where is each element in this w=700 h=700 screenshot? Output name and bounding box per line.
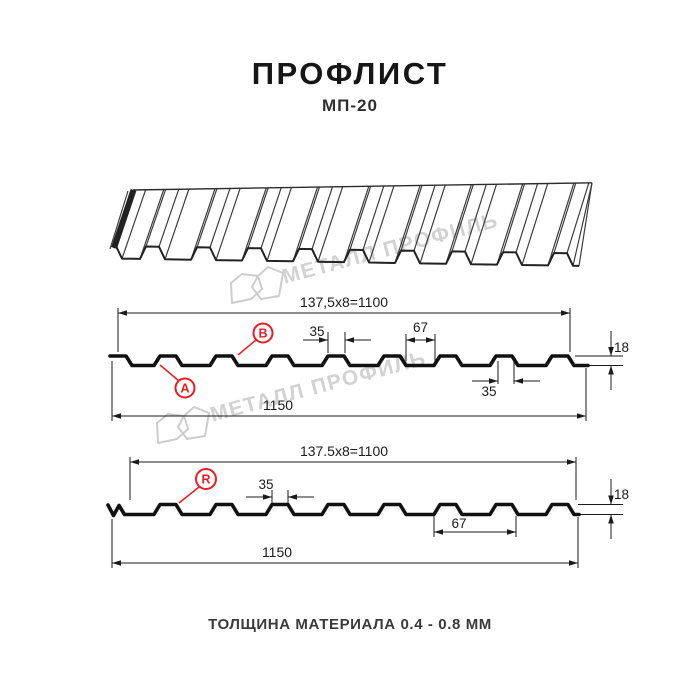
fold-edge <box>451 184 474 252</box>
dimension-arrowhead <box>507 529 516 535</box>
dimension-arrowhead <box>514 378 523 384</box>
dimension-arrowhead <box>426 337 435 343</box>
fold-edge <box>496 183 524 265</box>
fold-edge <box>362 185 385 251</box>
dimension-arrowhead <box>118 310 127 316</box>
fold-edge <box>515 183 539 253</box>
cross-section-top: 137,5x8=1100 35 67 18 35 1150 B A <box>108 294 629 421</box>
dim-height-label: 18 <box>614 487 629 502</box>
page-title: ПРОФЛИСТ <box>251 56 449 91</box>
dimension-arrowhead <box>569 560 578 566</box>
profile-outline <box>106 502 581 518</box>
dimension-arrowhead <box>561 310 570 316</box>
fold-edge <box>139 189 165 260</box>
fold-edge <box>209 188 231 248</box>
dimension-arrowhead <box>608 365 614 375</box>
fold-edge <box>464 184 487 252</box>
material-thickness-note: ТОЛЩИНА МАТЕРИАЛА 0.4 - 0.8 ММ <box>208 616 492 633</box>
fold-edge <box>292 186 319 262</box>
profile-model-subtitle: МП-20 <box>322 96 378 115</box>
fold-edge <box>196 188 218 248</box>
fold-edge <box>502 183 526 253</box>
fold-edge <box>215 188 241 261</box>
dimension-arrowhead <box>608 495 614 505</box>
dim-rib-top-label: 35 <box>309 324 324 339</box>
point-b-marker <box>252 322 274 344</box>
left-cut-edge <box>111 189 137 249</box>
profile-outline <box>108 354 590 368</box>
fold-edge <box>572 182 593 266</box>
point-r-marker <box>195 468 217 490</box>
fold-edge <box>419 184 446 264</box>
fold-edge <box>343 186 370 263</box>
dim-overall-width-label: 1150 <box>263 397 293 413</box>
point-a-label: A <box>180 382 189 396</box>
fold-edge <box>521 183 549 266</box>
left-cut-edge-inner <box>109 190 129 250</box>
dimension-arrowhead <box>406 337 415 343</box>
dimension-arrowhead <box>130 459 139 465</box>
profile-3d-view <box>109 182 593 267</box>
fold-edge <box>349 186 372 250</box>
fold-edge <box>158 189 180 247</box>
point-b-leader <box>237 339 257 356</box>
fold-edge <box>164 188 190 260</box>
dimension-arrowhead <box>345 337 354 343</box>
point-b-label: B <box>258 327 267 341</box>
dim-valley-label: 67 <box>451 516 466 531</box>
dimension-arrowhead <box>319 337 328 343</box>
dim-height-label: 18 <box>614 340 629 355</box>
fold-edge <box>241 187 267 261</box>
dimension-arrowhead <box>577 413 586 419</box>
dimension-arrowhead <box>489 378 498 384</box>
dim-overall-width-label: 1150 <box>262 544 292 560</box>
dim-rib-bottom-label: 35 <box>481 384 496 399</box>
dim-rib-top-label: 35 <box>258 477 273 492</box>
brand-watermark-logo <box>156 266 284 444</box>
back-edge <box>132 182 593 191</box>
dimension-lines <box>111 457 623 568</box>
dimension-arrowhead <box>434 529 443 535</box>
dim-valley-label: 67 <box>413 320 428 335</box>
dimension-arrowhead <box>263 494 272 500</box>
dim-module-width-label: 137,5x8=1100 <box>300 294 388 310</box>
fold-edge <box>317 186 344 262</box>
dimension-arrowhead <box>567 459 576 465</box>
fold-edge <box>470 184 498 265</box>
fold-edge <box>566 182 590 254</box>
point-r-label: R <box>201 473 210 487</box>
front-cut-profile <box>115 245 580 267</box>
fold-edge <box>266 187 292 262</box>
fold-edge <box>368 185 395 263</box>
fold-edge <box>145 189 167 247</box>
fold-edge <box>413 185 436 251</box>
dimension-arrowhead <box>608 347 614 356</box>
point-a-marker <box>174 377 196 399</box>
point-a-leader <box>159 364 180 382</box>
fold-edge <box>445 184 472 264</box>
dim-module-width-label: 137.5x8=1100 <box>300 443 388 459</box>
fold-edge <box>121 189 147 259</box>
fold-edge <box>247 187 269 249</box>
fold-edge <box>578 182 593 267</box>
fold-edge <box>400 185 423 251</box>
fold-edge <box>190 188 216 260</box>
fold-edge <box>260 187 282 249</box>
dimension-arrowhead <box>608 514 614 524</box>
fold-edge <box>553 182 577 254</box>
dimension-arrowhead <box>112 560 121 566</box>
fold-edge <box>547 182 575 266</box>
dimension-arrowhead <box>112 413 121 419</box>
point-r-leader <box>178 486 200 504</box>
dimension-arrowhead <box>288 494 297 500</box>
fold-edge <box>298 186 321 250</box>
dimension-lines <box>111 308 623 421</box>
fold-edge <box>394 185 421 264</box>
cross-section-bottom: 137.5x8=1100 35 67 18 1150 R <box>106 443 629 568</box>
fold-edge <box>311 186 334 250</box>
